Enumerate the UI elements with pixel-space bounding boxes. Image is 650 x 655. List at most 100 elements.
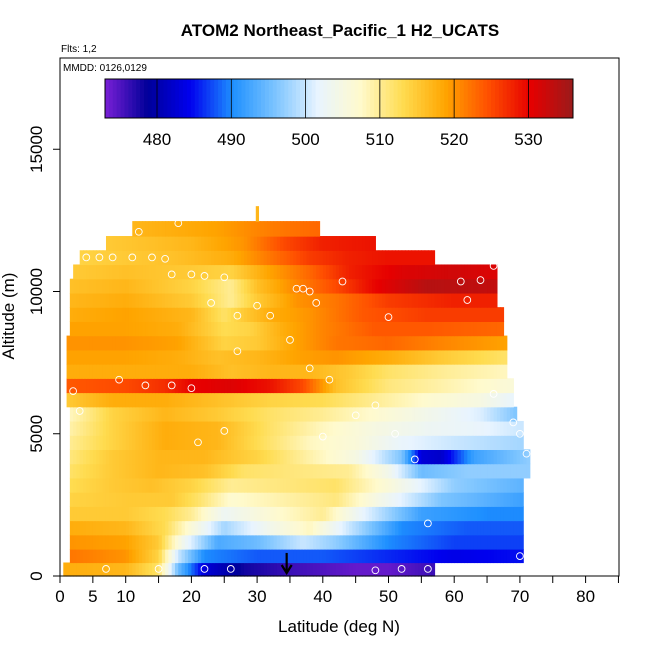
heatmap-cell (427, 349, 432, 365)
colorbar-segment (167, 79, 172, 118)
heatmap-cell (454, 492, 459, 507)
heatmap-cell (299, 349, 304, 365)
heatmap-cell (312, 492, 317, 507)
heatmap-cell (391, 335, 396, 351)
heatmap-cell (181, 506, 186, 522)
heatmap-cell (283, 477, 288, 493)
heatmap-cell (211, 307, 215, 322)
heatmap-cell (487, 349, 491, 365)
heatmap-cell (165, 335, 170, 351)
heatmap-cell (135, 548, 140, 564)
heatmap-cell (306, 548, 311, 564)
heatmap-cell (119, 562, 124, 577)
heatmap-cell (457, 378, 462, 394)
heatmap-cell (464, 321, 468, 337)
heatmap-cell (293, 506, 298, 522)
heatmap-cell (174, 349, 179, 365)
heatmap-cell (460, 534, 465, 550)
heatmap-cell (266, 492, 271, 507)
heatmap-cell (79, 321, 84, 337)
heatmap-cell (365, 307, 370, 322)
heatmap-cell (352, 307, 357, 322)
heatmap-cell (276, 534, 281, 550)
heatmap-cell (207, 250, 212, 266)
colorbar-segment (331, 79, 336, 118)
heatmap-cell (381, 292, 386, 308)
heatmap-cell (496, 321, 501, 337)
heatmap-cell (335, 236, 340, 251)
heatmap-cell (89, 292, 94, 308)
heatmap-cell (457, 392, 462, 408)
heatmap-cell (408, 477, 413, 493)
heatmap-cell (460, 364, 465, 379)
heatmap-cell (358, 449, 363, 465)
heatmap-cell (283, 435, 288, 450)
colorbar-segment (459, 79, 465, 118)
heatmap-cell (99, 250, 104, 266)
heatmap-cell (381, 520, 386, 536)
heatmap-cell (467, 364, 472, 379)
heatmap-cell (490, 349, 495, 365)
heatmap-cell (372, 492, 376, 507)
heatmap-cell (92, 335, 97, 351)
heatmap-cell (424, 335, 429, 351)
heatmap-cell (99, 278, 104, 294)
observation-point (82, 253, 91, 262)
heatmap-cell (503, 435, 508, 450)
heatmap-cell (421, 307, 426, 322)
colorbar-segment (448, 79, 453, 118)
colorbar-segment (553, 79, 558, 118)
heatmap-cells (63, 206, 531, 577)
heatmap-cell (293, 264, 298, 280)
heatmap-cell (480, 406, 485, 422)
heatmap-cell (73, 449, 78, 465)
heatmap-cell (280, 264, 284, 280)
heatmap-cell (404, 335, 409, 351)
heatmap-cell (500, 492, 505, 507)
heatmap-cell (128, 506, 133, 522)
colorbar-segment (214, 79, 219, 118)
heatmap-cell (151, 392, 156, 408)
heatmap-cell (375, 420, 380, 436)
heatmap-cell (293, 292, 298, 308)
heatmap-cell (135, 420, 140, 436)
heatmap-cell (316, 321, 321, 337)
heatmap-cell (73, 335, 78, 351)
heatmap-cell (431, 449, 436, 465)
heatmap-cell (414, 307, 419, 322)
heatmap-cell (362, 278, 367, 294)
heatmap-cell (375, 406, 380, 422)
heatmap-cell (132, 449, 137, 465)
heatmap-cell (99, 292, 104, 308)
heatmap-cell (467, 449, 472, 465)
heatmap-cell (506, 406, 511, 422)
heatmap-cell (437, 534, 442, 550)
heatmap-cell (309, 435, 314, 450)
colorbar-segment (374, 79, 379, 118)
heatmap-cell (270, 420, 275, 436)
heatmap-cell (188, 506, 193, 522)
heatmap-cell (365, 463, 370, 479)
heatmap-cell (306, 435, 311, 450)
heatmap-cell (266, 477, 271, 493)
heatmap-cell (431, 548, 436, 564)
heatmap-cell (286, 492, 291, 507)
observation-point (167, 270, 176, 279)
heatmap-cell (188, 378, 193, 394)
heatmap-cell (513, 449, 518, 465)
heatmap-cell (408, 406, 413, 422)
heatmap-cell (243, 335, 248, 351)
heatmap-cell (322, 435, 327, 450)
heatmap-cell (109, 406, 114, 422)
heatmap-cell (214, 321, 219, 337)
colorbar-segment (276, 79, 281, 118)
heatmap-cell (128, 435, 133, 450)
heatmap-cell (493, 321, 498, 337)
heatmap-cell (414, 406, 419, 422)
heatmap-cell (125, 534, 130, 550)
heatmap-cell (119, 435, 124, 450)
heatmap-cell (188, 349, 193, 365)
heatmap-cell (73, 349, 78, 365)
heatmap-cell (418, 548, 422, 564)
heatmap-cell (234, 307, 238, 322)
